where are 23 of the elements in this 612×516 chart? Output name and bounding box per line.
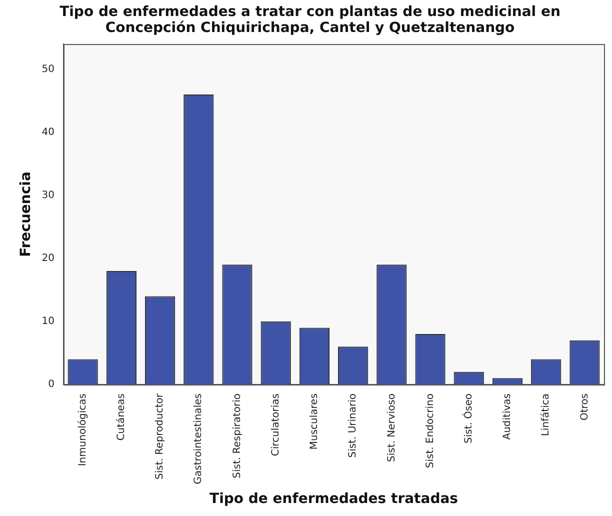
x-tick-label: Sist. Endocrino [424,393,436,468]
x-axis-title: Tipo de enfermedades tratadas [210,491,458,508]
y-tick-label: 20 [42,252,55,264]
x-tick-label: Musculares [309,393,320,450]
x-tick-label: Gastrointestinales [193,393,204,484]
y-tick-label: 0 [48,379,55,390]
x-tick-label: Otros [579,393,590,420]
chart-title: Tipo de enfermedades a tratar con plantas de uso medicinal en Concepción Chiquirichapa, Cantel y Quetzaltenango [58,4,562,36]
y-tick-label: 50 [42,64,55,75]
x-tick-label: Linfática [540,393,552,436]
y-tick-label: 40 [42,126,55,138]
x-tick-label: Sist. Reproductor [154,392,166,480]
x-tick-label: Auditivas [502,393,514,440]
x-tick-label: Cutáneas [116,393,128,441]
y-axis-title: Frecuencia [18,172,34,257]
x-tick-label: Sist. Óseo [461,393,474,444]
x-tick-label: Sist. Nervioso [386,393,398,462]
x-tick-label: Inmunológicas [77,393,88,466]
y-tick-label: 10 [42,316,55,328]
y-tick-label: 30 [42,190,55,201]
x-tick-label: Sist. Respiratorio [232,393,243,478]
x-tick-label: Circulatorias [270,393,282,456]
x-tick-label: Sist. Urinario [348,393,359,458]
